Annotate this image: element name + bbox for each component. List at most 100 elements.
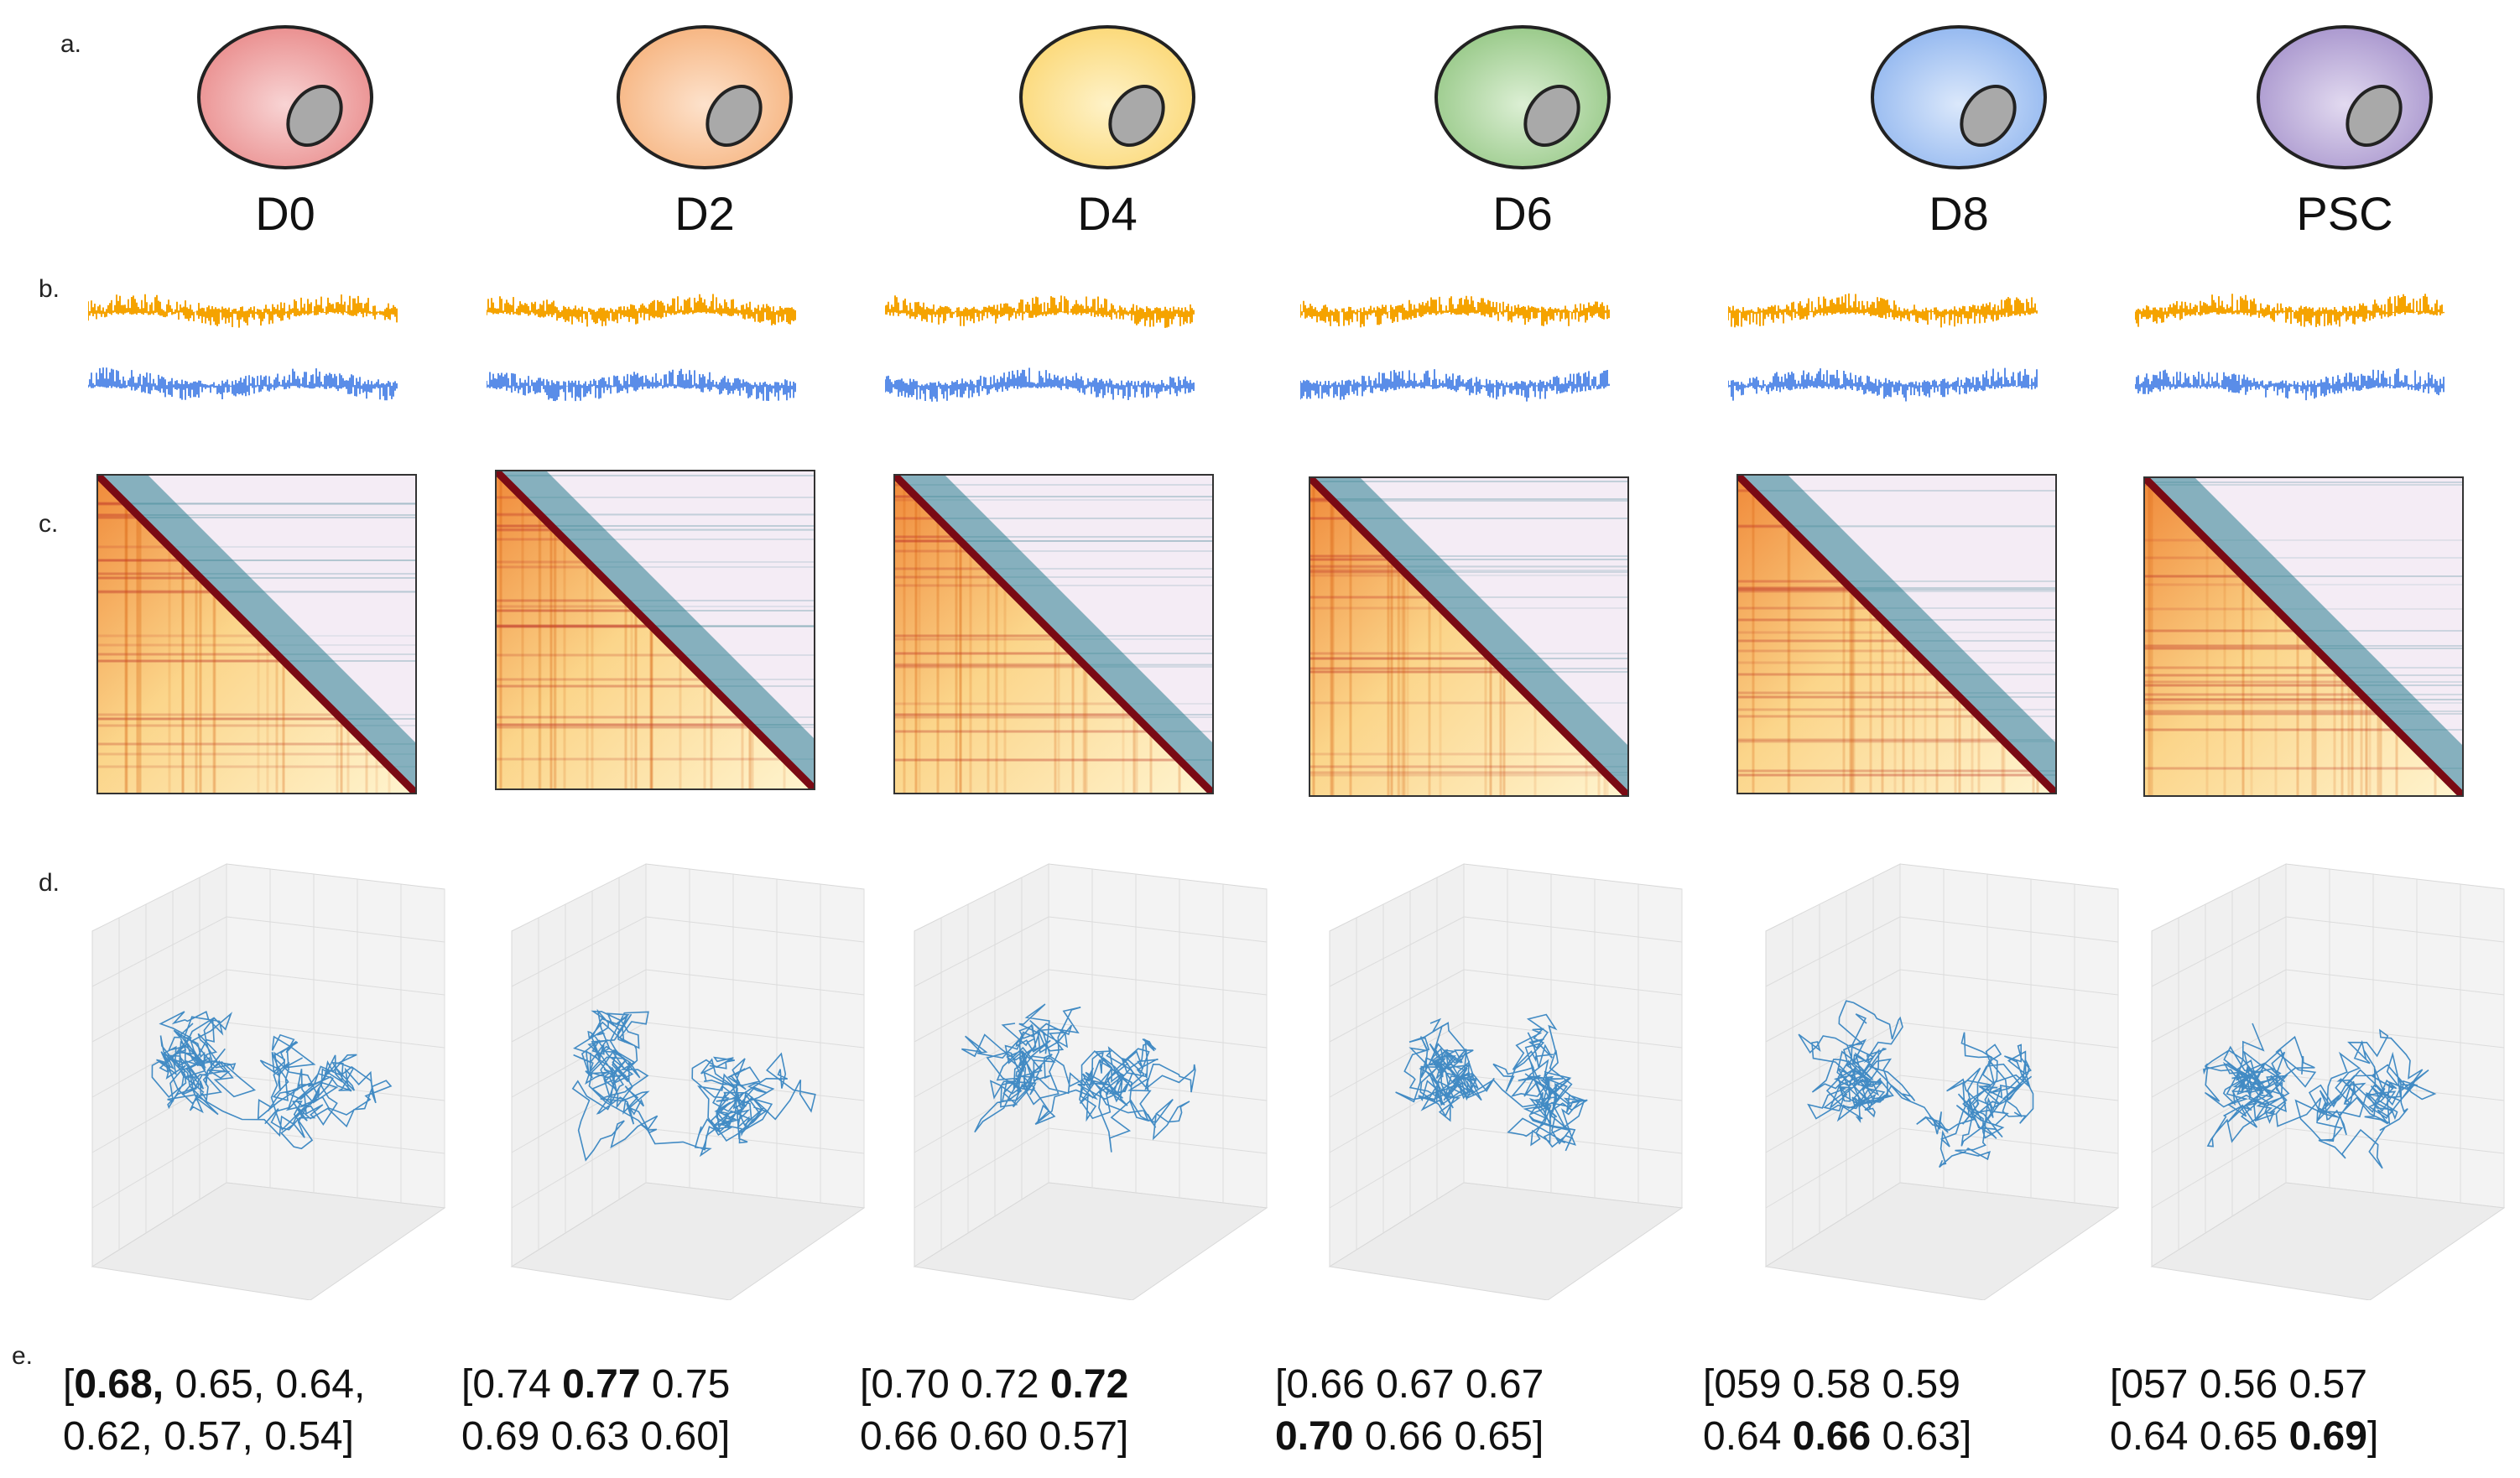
- stage-label-d8: D8: [1929, 187, 1989, 240]
- score-text: [0.66 0.67 0.67: [1275, 1362, 1544, 1407]
- chromatin-chain: [1395, 1013, 1588, 1152]
- score-text: [0.70 0.72: [860, 1362, 1050, 1407]
- structure-3d-plot-d2: [510, 863, 866, 1300]
- stage-label-d0: D0: [255, 187, 315, 240]
- hic-contact-map-d2: [495, 470, 815, 790]
- panel-label-e: e.: [12, 1342, 34, 1370]
- panel-label-b: b.: [39, 275, 60, 303]
- cell-icon-psc: [2257, 25, 2433, 169]
- cell-body: [2257, 25, 2433, 169]
- score-text: [059 0.58 0.59: [1703, 1362, 1960, 1407]
- orange-track: [1728, 293, 2038, 328]
- score-text: 0.69 0.63 0.60]: [461, 1414, 731, 1459]
- score-highlight: 0.66: [1792, 1414, 1872, 1459]
- signal-tracks-d6: [1300, 295, 1610, 402]
- diagonal: [497, 471, 814, 788]
- score-text: [0.74: [461, 1362, 563, 1407]
- cell-body: [1434, 25, 1611, 169]
- score-text: ]: [2366, 1414, 2379, 1459]
- score-text: 0.66 0.65]: [1353, 1414, 1544, 1459]
- cell-icon-d0: [197, 25, 373, 169]
- blue-track: [885, 367, 1195, 402]
- signal-tracks-psc: [2135, 294, 2445, 401]
- score-text: 0.62, 0.57, 0.54]: [63, 1414, 354, 1459]
- score-text: 0.65, 0.64,: [164, 1362, 366, 1407]
- nucleus: [286, 84, 343, 148]
- back-right-pane: [645, 863, 865, 1209]
- hic-contact-map-d0: [96, 474, 417, 794]
- hic-contact-map-d4: [893, 474, 1214, 794]
- score-highlight: 0.68,: [74, 1362, 164, 1407]
- cell-body: [617, 25, 793, 169]
- chromatin-chain: [571, 1008, 816, 1162]
- panel-label-d: d.: [39, 869, 60, 897]
- stage-label-d6: D6: [1492, 187, 1553, 240]
- orange-track: [885, 295, 1195, 328]
- score-text: 0.64 0.65: [2110, 1414, 2289, 1459]
- diagonal: [895, 476, 1212, 793]
- hic-contact-map-d8: [1736, 474, 2057, 794]
- nucleus: [1523, 84, 1580, 148]
- hic-contact-map-d6: [1309, 476, 1629, 797]
- chromatin-chain: [1798, 1000, 2034, 1168]
- nucleus: [705, 84, 763, 148]
- structure-3d-plot-psc: [2150, 863, 2506, 1300]
- score-list-d4: [0.70 0.72 0.72 0.66 0.60 0.57]: [860, 1359, 1128, 1463]
- score-list-d6: [0.66 0.67 0.67 0.70 0.66 0.65]: [1275, 1359, 1544, 1463]
- diagonal: [98, 476, 415, 793]
- stage-label-d2: D2: [674, 187, 735, 240]
- score-text: 0.63]: [1871, 1414, 1972, 1459]
- nucleus: [2346, 84, 2403, 148]
- signal-tracks-d0: [88, 294, 398, 401]
- cell-icon-d8: [1871, 25, 2047, 169]
- score-text: [057 0.56 0.57: [2110, 1362, 2367, 1407]
- diagonal: [1310, 478, 1627, 795]
- signal-tracks-d8: [1728, 293, 2038, 402]
- score-list-d8: [059 0.58 0.59 0.64 0.66 0.63]: [1703, 1359, 1971, 1463]
- orange-track: [1300, 295, 1610, 328]
- stage-label-psc: PSC: [2296, 187, 2393, 240]
- chromatin-chain: [2202, 1023, 2437, 1169]
- cell-icon-d6: [1434, 25, 1611, 169]
- cell-icon-d4: [1019, 25, 1195, 169]
- panel-label-c: c.: [39, 510, 59, 538]
- structure-3d-plot-d8: [1764, 863, 2120, 1300]
- back-right-pane: [1048, 863, 1268, 1209]
- blue-track: [1300, 369, 1610, 402]
- score-text: 0.75: [640, 1362, 731, 1407]
- structure-3d-plot-d4: [913, 863, 1268, 1300]
- blue-track: [2135, 368, 2445, 401]
- score-text: 0.66 0.60 0.57]: [860, 1414, 1129, 1459]
- panel-label-a: a.: [60, 30, 82, 58]
- score-list-d2: [0.74 0.77 0.75 0.69 0.63 0.60]: [461, 1359, 730, 1463]
- signal-tracks-d4: [885, 295, 1195, 402]
- score-highlight: 0.77: [562, 1362, 641, 1407]
- score-highlight: 0.69: [2288, 1414, 2367, 1459]
- score-highlight: 0.70: [1275, 1414, 1354, 1459]
- structure-3d-plot-d0: [91, 863, 446, 1300]
- orange-track: [88, 294, 398, 328]
- orange-track: [487, 294, 796, 327]
- signal-tracks-d2: [487, 294, 796, 402]
- back-right-pane: [1463, 863, 1683, 1209]
- blue-track: [1728, 367, 2038, 402]
- back-right-pane: [2285, 863, 2505, 1209]
- structure-3d-plot-d6: [1328, 863, 1684, 1300]
- hic-contact-map-psc: [2143, 476, 2464, 797]
- back-right-pane: [226, 863, 445, 1209]
- blue-track: [487, 368, 796, 402]
- score-highlight: 0.72: [1049, 1362, 1129, 1407]
- score-text: 0.64: [1703, 1414, 1793, 1459]
- diagonal: [2145, 478, 2462, 795]
- cell-body: [1019, 25, 1195, 169]
- nucleus: [1960, 84, 2017, 148]
- chromatin-chain: [961, 1003, 1196, 1153]
- stage-label-d4: D4: [1077, 187, 1138, 240]
- orange-track: [2135, 294, 2445, 327]
- score-list-d0: [0.68, 0.65, 0.64, 0.62, 0.57, 0.54]: [63, 1359, 365, 1463]
- score-text: [: [63, 1362, 75, 1407]
- cell-body: [197, 25, 373, 169]
- score-list-psc: [057 0.56 0.57 0.64 0.65 0.69]: [2110, 1359, 2378, 1463]
- nucleus: [1108, 84, 1165, 148]
- back-right-pane: [1899, 863, 2119, 1209]
